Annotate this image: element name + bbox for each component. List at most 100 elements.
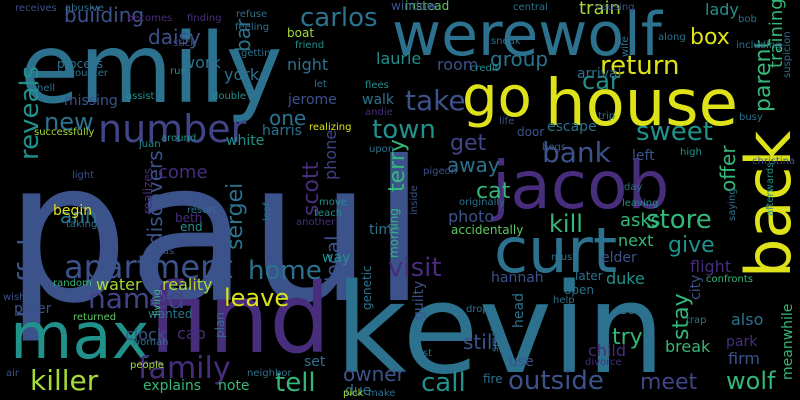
word-assist: assist — [126, 91, 155, 102]
word-clock: clock — [125, 325, 167, 344]
word-including: including — [736, 40, 782, 51]
word-firm: firm — [728, 349, 760, 368]
word-parent: parent — [751, 40, 776, 112]
word-confronts: confronts — [706, 274, 753, 285]
word-realizes: realizes — [141, 168, 155, 214]
word-circus: circus — [145, 246, 174, 257]
word-begin: begin — [53, 203, 92, 219]
word-getting: getting — [241, 48, 277, 59]
word-peter: peter — [14, 301, 52, 317]
word-town: town — [372, 115, 436, 145]
word-house: house — [545, 67, 738, 141]
word-leaving: leaving — [622, 198, 658, 209]
word-offer: offer — [716, 145, 740, 192]
word-outside: outside — [508, 366, 604, 396]
word-last: last — [414, 348, 432, 359]
word-visit: visit — [388, 253, 442, 283]
word-car: car — [582, 67, 620, 95]
word-woman: woman — [132, 337, 169, 348]
word-open: open — [564, 283, 594, 297]
word-find: find — [148, 263, 330, 375]
word-duke: duke — [606, 269, 645, 288]
word-sneak: sneak — [491, 36, 521, 47]
word-terry: terry — [385, 139, 410, 192]
word-door: door — [517, 125, 544, 139]
word-along: along — [658, 32, 686, 43]
word-day: day — [624, 182, 642, 193]
word-return: return — [600, 51, 680, 81]
word-time: time — [369, 222, 401, 238]
word-child: child — [588, 341, 626, 360]
word-plan: plan — [213, 312, 227, 338]
word-night: night — [287, 55, 328, 74]
word-new: new — [44, 108, 94, 136]
word-carlos: carlos — [300, 3, 378, 33]
word-realizing: realizing — [309, 122, 351, 133]
word-juan: juan — [138, 139, 161, 150]
word-originally: originally — [459, 197, 505, 208]
word-reality: reality — [162, 275, 213, 294]
word-leaf: leaf — [262, 202, 273, 221]
word-son: son — [620, 302, 645, 318]
word-note: note — [218, 378, 250, 394]
word-credit: credit — [470, 63, 499, 74]
word-run: run — [170, 66, 187, 77]
word-home: home — [248, 256, 322, 286]
word-pigeon: pigeon — [423, 166, 457, 177]
word-bar: bar — [231, 18, 255, 52]
word-reveals: reveals — [15, 66, 45, 160]
word-inside: inside — [409, 185, 420, 215]
word-move: move — [319, 197, 347, 208]
word-set: set — [304, 354, 326, 370]
word-taking: taking — [66, 219, 97, 230]
word-high: high — [680, 147, 702, 158]
word-another: another — [296, 217, 336, 228]
word-discovers: discovers — [143, 150, 167, 245]
word-explains: explains — [143, 378, 201, 394]
word-small: small — [490, 325, 501, 352]
word-cab: cab — [177, 324, 206, 343]
word-get: get — [450, 131, 487, 156]
word-boat: boat — [287, 26, 314, 40]
word-group: group — [490, 47, 548, 71]
word-flight: flight — [690, 257, 731, 276]
word-meanwhile: meanwhile — [780, 304, 796, 380]
word-daisy: daisy — [148, 25, 201, 49]
word-busy: busy — [739, 112, 763, 123]
word-escape: escape — [547, 119, 597, 135]
word-missing: missing — [64, 93, 118, 109]
word-werewolf: werewolf — [392, 0, 664, 70]
word-begs: begs — [542, 142, 566, 153]
word-stick: stick — [173, 38, 196, 49]
word-receives: receives — [15, 3, 57, 14]
word-named: named — [88, 282, 185, 315]
word-harris: harris — [262, 123, 302, 139]
word-laurie: laurie — [376, 49, 421, 68]
word-elder: elder — [601, 250, 637, 266]
word-cat: cat — [476, 179, 511, 204]
word-leave: leave — [224, 284, 289, 312]
word-one: one — [269, 106, 306, 130]
word-train: train — [579, 0, 621, 19]
word-accidentally: accidentally — [451, 223, 523, 237]
word-returned: returned — [73, 312, 116, 323]
word-give: give — [668, 233, 715, 258]
word-resort: resort — [187, 205, 216, 216]
word-beth: beth — [175, 211, 202, 225]
word-ann: ann — [60, 204, 98, 228]
word-living: living — [152, 289, 163, 316]
word-air: air — [6, 368, 20, 379]
word-make: make — [368, 388, 395, 399]
word-let: let — [314, 79, 327, 90]
word-still: still — [463, 330, 498, 354]
word-finding: finding — [187, 13, 221, 24]
word-morning: morning — [387, 208, 401, 258]
word-jacob: jacob — [490, 147, 669, 224]
word-work: work — [182, 53, 221, 72]
word-also: also — [731, 310, 763, 329]
word-city: city — [688, 275, 704, 300]
word-genetic: genetic — [360, 265, 374, 310]
word-saying: saying — [727, 188, 738, 221]
